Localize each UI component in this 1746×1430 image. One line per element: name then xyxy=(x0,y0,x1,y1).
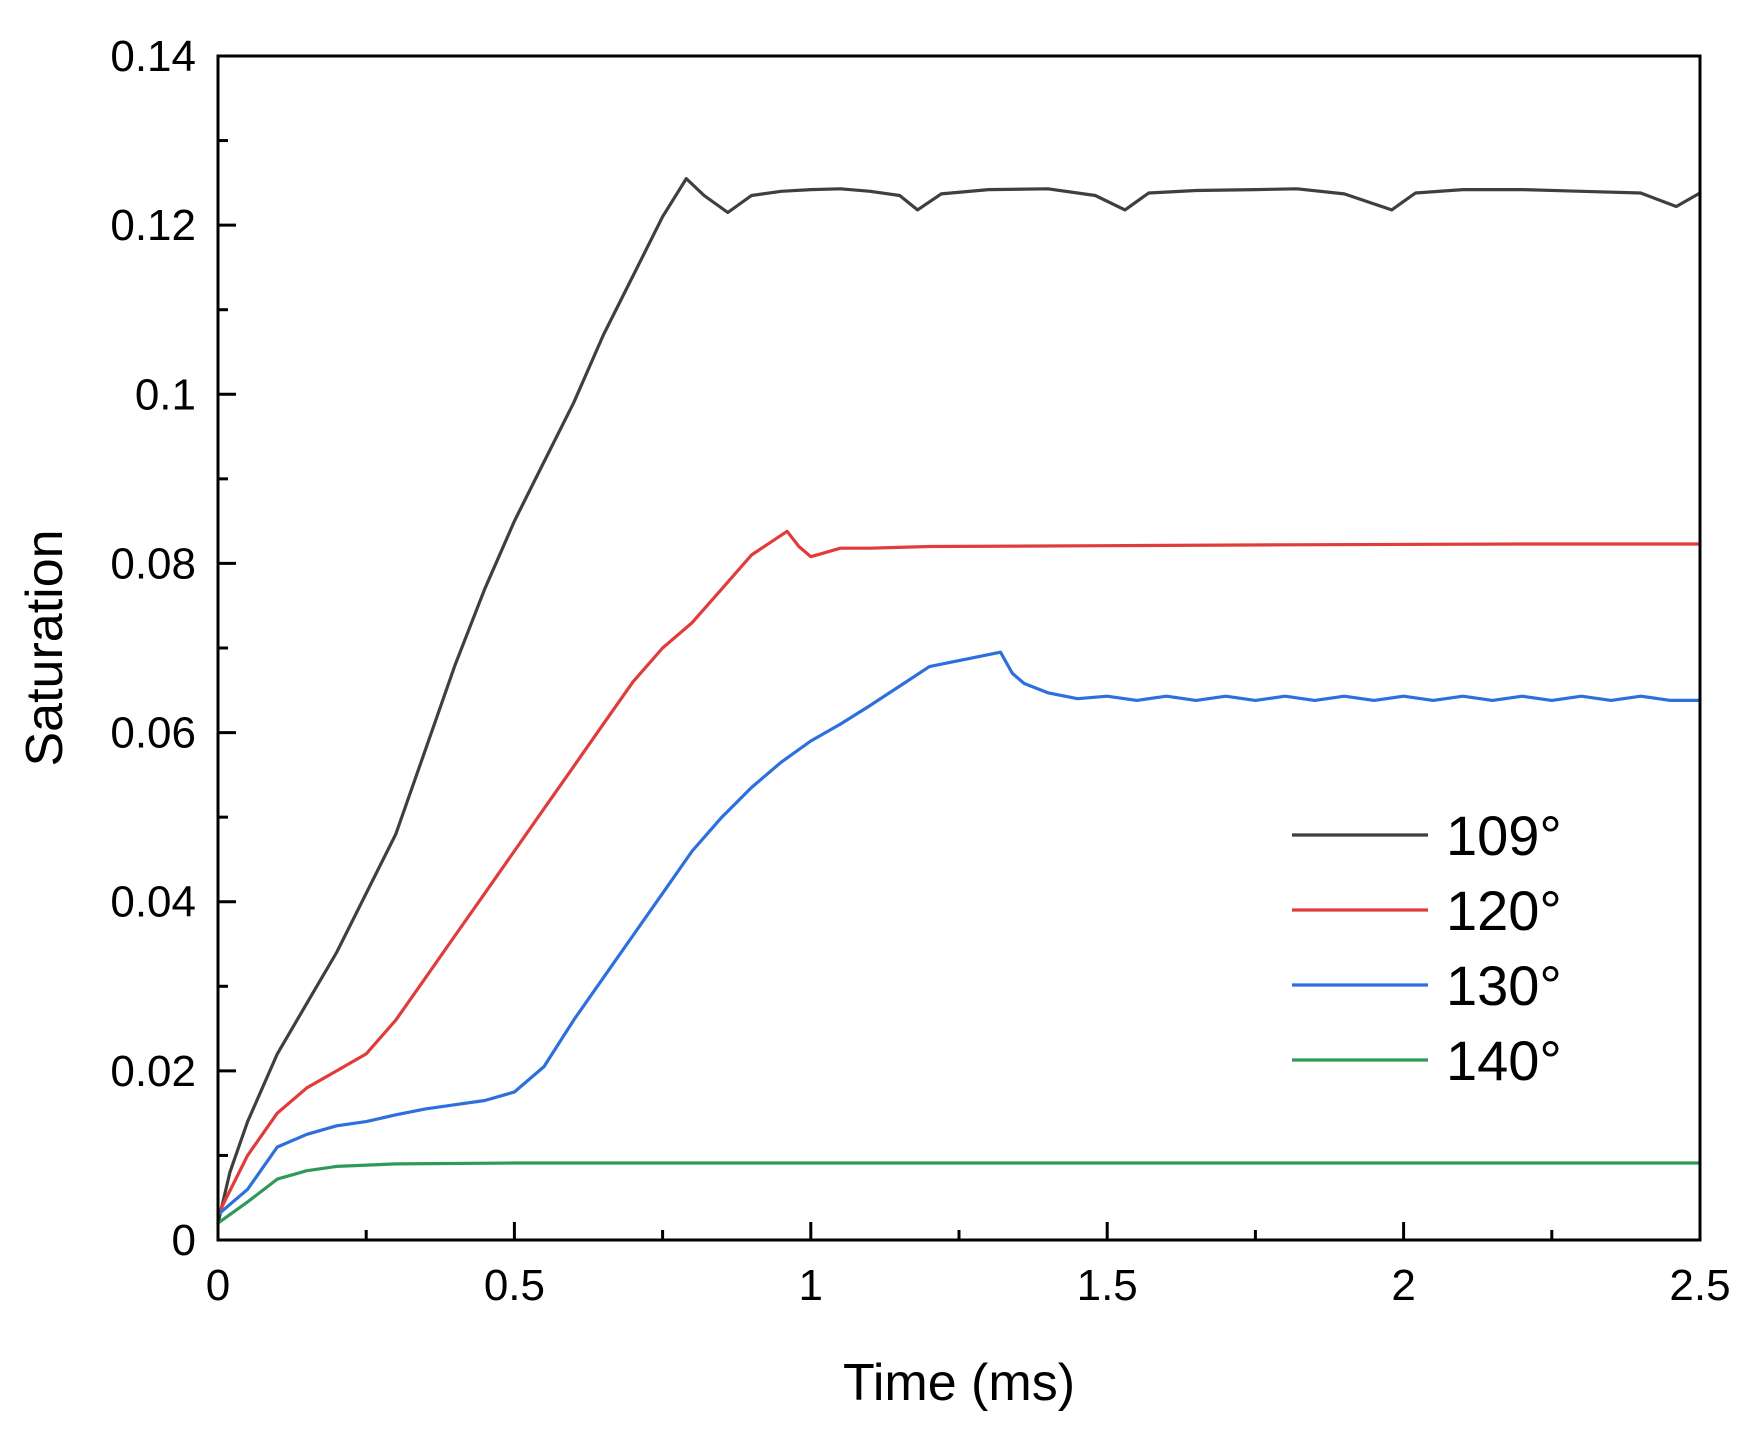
y-tick-label: 0.06 xyxy=(110,709,196,758)
y-tick-label: 0.02 xyxy=(110,1047,196,1096)
series-lines xyxy=(216,177,1702,1225)
legend-label: 140° xyxy=(1446,1029,1562,1092)
legend-label: 130° xyxy=(1446,954,1562,1017)
x-tick-label: 0.5 xyxy=(484,1261,545,1310)
y-tick-label: 0.14 xyxy=(110,32,196,81)
y-tick-label: 0 xyxy=(172,1216,196,1265)
x-tick-label: 1 xyxy=(799,1261,823,1310)
x-tick-label: 0 xyxy=(206,1261,230,1310)
y-tick-label: 0.08 xyxy=(110,539,196,588)
series-line xyxy=(216,177,1702,1225)
x-axis-title: Time (ms) xyxy=(843,1354,1075,1412)
legend-label: 120° xyxy=(1446,879,1562,942)
y-axis-title: Saturation xyxy=(16,529,74,766)
x-tick-label: 2.5 xyxy=(1669,1261,1730,1310)
y-tick-label: 0.12 xyxy=(110,201,196,250)
y-tick-label: 0.1 xyxy=(135,370,196,419)
series-line xyxy=(216,529,1702,1217)
series-line xyxy=(216,1161,1702,1225)
y-tick-label: 0.04 xyxy=(110,878,196,927)
series-line xyxy=(216,650,1702,1217)
x-tick-labels: 0 0.5 1 1.5 2 2.5 xyxy=(206,1261,1731,1310)
plot-area-frame xyxy=(216,54,1702,1242)
x-tick-label: 2 xyxy=(1391,1261,1415,1310)
legend-label: 109° xyxy=(1446,804,1562,867)
legend: 109° 120° 130° 140° xyxy=(1292,804,1562,1092)
x-tick-label: 1.5 xyxy=(1077,1261,1138,1310)
y-tick-labels: 0 0.02 0.04 0.06 0.08 0.1 0.12 0.14 xyxy=(110,32,196,1265)
